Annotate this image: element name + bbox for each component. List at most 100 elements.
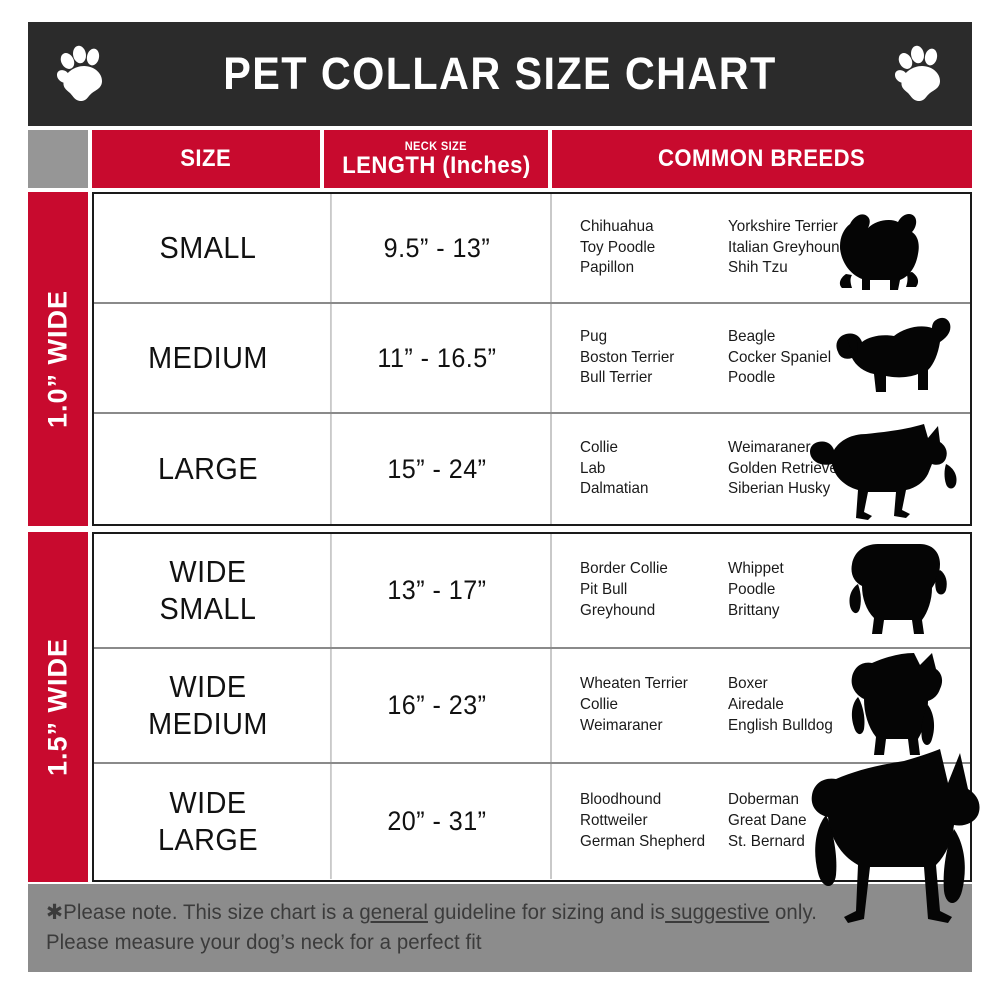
breed-item: Shih Tzu	[728, 259, 788, 277]
footer-text-part-3: only.	[769, 901, 817, 924]
column-header-length-label: LENGTH (Inches)	[341, 151, 531, 179]
breed-item: Boston Terrier	[580, 348, 675, 366]
breed-item: Italian Greyhound	[728, 238, 848, 256]
footer-underline-general: general	[359, 901, 428, 924]
breed-item: Weimaraner	[728, 438, 811, 456]
breed-item: Weimaraner	[580, 716, 663, 734]
breed-item: Beagle	[728, 327, 776, 345]
breed-column-1: Wheaten Terrier Collie Weimaraner	[580, 674, 721, 736]
column-header-length-sublabel: NECK SIZE	[404, 139, 468, 154]
row-size-line-2: MEDIUM	[148, 705, 268, 741]
breed-item: Greyhound	[580, 601, 656, 619]
breed-item: Bull Terrier	[580, 369, 653, 387]
table-row: WIDE MEDIUM 16” - 23” Wheaten Terrier Co…	[94, 649, 970, 764]
breed-column-2: Weimaraner Golden Retriever Siberian Hus…	[728, 438, 871, 500]
row-size-line-2: LARGE	[157, 821, 259, 857]
breed-item: Pug	[580, 327, 608, 345]
column-header-size: SIZE	[92, 130, 320, 188]
breed-item: St. Bernard	[728, 832, 805, 850]
breed-item: German Shepherd	[580, 832, 706, 850]
breed-column-2: Yorkshire Terrier Italian Greyhound Shih…	[728, 217, 871, 279]
table-corner-cell	[28, 130, 88, 188]
row-length-value: 15” - 24”	[329, 414, 542, 524]
row-length-value: 9.5” - 13”	[329, 194, 542, 302]
breed-column-1: Pug Boston Terrier Bull Terrier	[580, 327, 721, 389]
column-header-length: NECK SIZE LENGTH (Inches)	[324, 130, 548, 188]
size-chart-table: SIZE NECK SIZE LENGTH (Inches) COMMON BR…	[28, 130, 972, 882]
row-breeds: Border Collie Pit Bull Greyhound Whippet…	[550, 534, 970, 647]
section-1-5-inch-wide: 1.5” WIDE WIDE SMALL 13” - 17” Border Co…	[28, 532, 972, 882]
breed-item: Siberian Husky	[728, 480, 831, 498]
section-1-rows: SMALL 9.5” - 13” Chihuahua Toy Poodle Pa…	[92, 192, 972, 526]
chart-header: PET COLLAR SIZE CHART	[28, 22, 972, 126]
breed-item: Boxer	[728, 675, 768, 693]
column-header-size-label: SIZE	[180, 145, 232, 173]
row-length-value: 13” - 17”	[329, 534, 542, 647]
row-breeds: Bloodhound Rottweiler German Shepherd Do…	[550, 764, 970, 879]
breed-item: Toy Poodle	[580, 238, 656, 256]
breed-column-1: Collie Lab Dalmatian	[580, 438, 721, 500]
section-side-label-2-text: 1.5” WIDE	[42, 637, 73, 777]
table-row: MEDIUM 11” - 16.5” Pug Boston Terrier Bu…	[94, 304, 970, 414]
row-size-label: WIDE LARGE	[102, 785, 314, 858]
row-size-line-2: SMALL	[159, 590, 257, 626]
breed-column-2: Whippet Poodle Brittany	[728, 559, 871, 621]
breed-item: Golden Retriever	[728, 459, 843, 477]
breed-item: Rottweiler	[580, 812, 648, 830]
row-length-value: 11” - 16.5”	[329, 304, 542, 412]
breed-item: Airedale	[728, 696, 784, 714]
footer-text-part-1: ✱Please note. This size chart is a	[46, 901, 360, 924]
row-breeds: Chihuahua Toy Poodle Papillon Yorkshire …	[550, 194, 970, 302]
section-side-label-2: 1.5” WIDE	[28, 532, 88, 882]
breed-item: Pit Bull	[580, 581, 628, 599]
breed-column-2: Beagle Cocker Spaniel Poodle	[728, 327, 871, 389]
breed-item: Poodle	[728, 369, 776, 387]
row-length-value: 16” - 23”	[329, 649, 542, 762]
paw-print-icon	[894, 45, 940, 101]
row-size-line-1: WIDE	[169, 668, 247, 704]
breed-item: Cocker Spaniel	[728, 348, 832, 366]
section-side-label-1-text: 1.0” WIDE	[42, 289, 73, 429]
breed-item: Wheaten Terrier	[580, 675, 688, 693]
breed-item: Border Collie	[580, 560, 668, 578]
breed-item: Dalmatian	[580, 480, 649, 498]
row-breeds: Wheaten Terrier Collie Weimaraner Boxer …	[550, 649, 970, 762]
section-1-0-inch-wide: 1.0” WIDE SMALL 9.5” - 13” Chihuahua Toy…	[28, 192, 972, 526]
table-row: SMALL 9.5” - 13” Chihuahua Toy Poodle Pa…	[94, 194, 970, 304]
breed-item: Chihuahua	[580, 217, 654, 235]
table-row: WIDE LARGE 20” - 31” Bloodhound Rottweil…	[94, 764, 970, 879]
footer-note-line-1: ✱Please note. This size chart is a gener…	[46, 898, 927, 928]
section-2-rows: WIDE SMALL 13” - 17” Border Collie Pit B…	[92, 532, 972, 882]
row-breeds: Pug Boston Terrier Bull Terrier Beagle C…	[550, 304, 970, 412]
paw-print-icon	[56, 45, 102, 101]
breed-column-1: Bloodhound Rottweiler German Shepherd	[580, 790, 721, 852]
column-header-breeds: COMMON BREEDS	[552, 130, 972, 188]
breed-item: Brittany	[728, 601, 780, 619]
breed-item: Yorkshire Terrier	[728, 217, 838, 235]
column-header-breeds-label: COMMON BREEDS	[658, 145, 866, 173]
breed-item: Lab	[580, 459, 606, 477]
table-row: WIDE SMALL 13” - 17” Border Collie Pit B…	[94, 534, 970, 649]
footer-note-line-2: Please measure your dog’s neck for a per…	[46, 930, 482, 954]
row-size-label: MEDIUM	[148, 339, 268, 375]
breed-item: Great Dane	[728, 812, 807, 830]
breed-item: Whippet	[728, 560, 784, 578]
row-size-label: WIDE MEDIUM	[102, 669, 314, 742]
breed-item: Collie	[580, 438, 619, 456]
footer-note: ✱Please note. This size chart is a gener…	[28, 884, 972, 972]
breed-item: English Bulldog	[728, 716, 833, 734]
breed-column-2: Boxer Airedale English Bulldog	[728, 674, 871, 736]
breed-item: Papillon	[580, 259, 635, 277]
table-row: LARGE 15” - 24” Collie Lab Dalmatian Wei…	[94, 414, 970, 524]
row-length-value: 20” - 31”	[329, 764, 542, 879]
row-size-line-1: WIDE	[169, 553, 247, 589]
breed-column-1: Border Collie Pit Bull Greyhound	[580, 559, 721, 621]
breed-column-1: Chihuahua Toy Poodle Papillon	[580, 217, 721, 279]
row-size-label: LARGE	[157, 450, 259, 486]
breed-item: Doberman	[728, 791, 799, 809]
footer-text-part-2: guideline for sizing and is	[427, 901, 666, 924]
row-size-label: SMALL	[159, 229, 257, 265]
breed-item: Collie	[580, 696, 619, 714]
row-size-line-1: WIDE	[169, 784, 247, 820]
